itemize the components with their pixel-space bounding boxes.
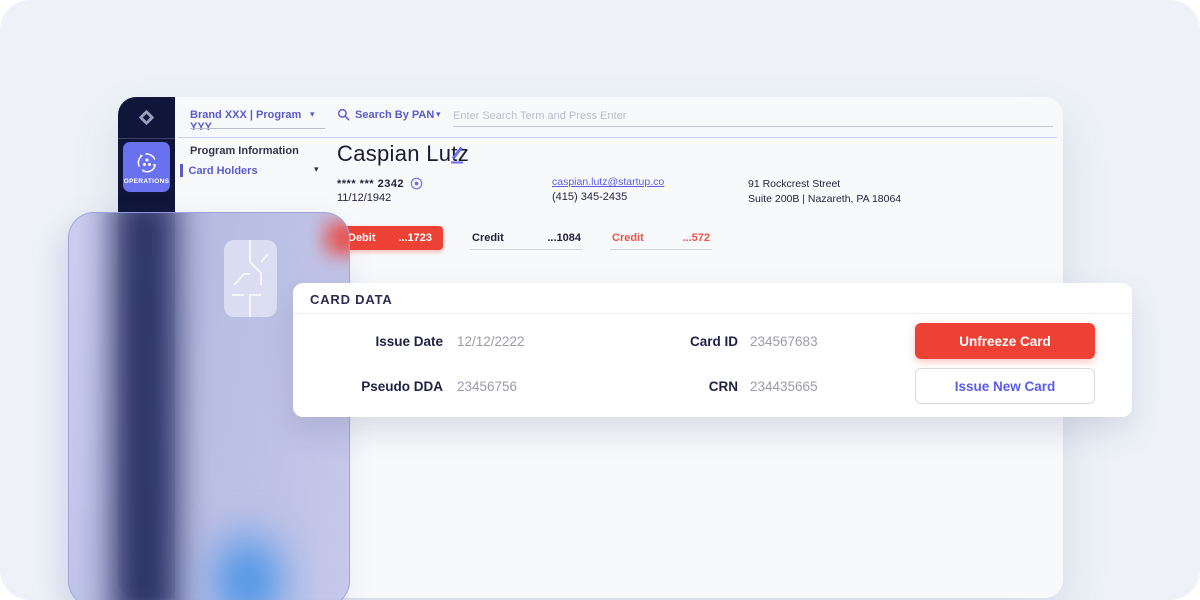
- brand-program-selector[interactable]: Brand XXX | Program YYY: [190, 109, 302, 133]
- card-chip-icon: [224, 240, 277, 317]
- customer-address-line1: 91 Rockcrest Street: [748, 178, 841, 190]
- pseudo-dda-label: Pseudo DDA: [361, 379, 443, 394]
- crn-value: 234435665: [750, 379, 818, 394]
- panel-title: CARD DATA: [310, 292, 393, 307]
- search-type-caret-icon[interactable]: ▾: [436, 109, 441, 119]
- edit-name-icon[interactable]: [448, 145, 466, 165]
- active-item-bar: [180, 164, 183, 177]
- brand-logo-icon: [138, 109, 155, 126]
- masked-pan-row: **** *** 2342: [337, 177, 423, 190]
- brand-selector-underline: [190, 128, 325, 129]
- card-data-panel: CARD DATA Issue Date 12/12/2222 Pseudo D…: [293, 283, 1132, 417]
- tab-type: Credit: [612, 231, 644, 244]
- panel-divider: [293, 313, 1132, 314]
- operations-label: OPERATIONS: [123, 177, 170, 185]
- search-type-label: Search By PAN: [355, 108, 435, 121]
- sidebar-item-card-holders[interactable]: Card Holders: [180, 164, 258, 177]
- sidebar-item-program-information[interactable]: Program Information: [190, 145, 299, 157]
- search-input[interactable]: [453, 105, 1053, 127]
- card-blur-stripe: [113, 213, 177, 600]
- tab-last4: ...1723: [398, 232, 432, 244]
- card-red-glow: [325, 221, 349, 255]
- issue-new-card-button[interactable]: Issue New Card: [915, 368, 1095, 404]
- unfreeze-card-button[interactable]: Unfreeze Card: [915, 323, 1095, 359]
- card-holders-label: Card Holders: [188, 164, 258, 177]
- brand-selector-caret-icon[interactable]: ▾: [310, 109, 315, 119]
- search-icon: [337, 108, 350, 121]
- search-type-selector[interactable]: Search By PAN: [337, 108, 434, 121]
- issue-date-value: 12/12/2222: [457, 334, 525, 349]
- card-id-value: 234567683: [750, 334, 818, 349]
- reveal-pan-eye-icon[interactable]: [410, 177, 423, 190]
- sidebar-item-operations[interactable]: OPERATIONS: [123, 142, 170, 192]
- customer-address-line2: Suite 200B | Nazareth, PA 18064: [748, 193, 902, 205]
- tab-credit-572[interactable]: Credit ...572: [610, 226, 712, 250]
- operations-cycle-icon: [137, 152, 156, 172]
- issue-date-label: Issue Date: [375, 334, 443, 349]
- topbar-divider: [178, 137, 1057, 138]
- card-holders-caret-icon[interactable]: ▾: [314, 164, 319, 174]
- customer-phone: (415) 345-2435: [552, 191, 628, 203]
- tab-debit-1723[interactable]: Debit ...1723: [337, 226, 443, 250]
- customer-email-link[interactable]: caspian.lutz@startup.co: [552, 176, 665, 188]
- crn-label: CRN: [708, 379, 738, 394]
- tab-type: Debit: [348, 232, 376, 244]
- tab-type: Credit: [472, 231, 504, 244]
- tab-credit-1084[interactable]: Credit ...1084: [470, 226, 583, 250]
- pseudo-dda-value: 23456756: [457, 379, 518, 394]
- tab-last4: ...572: [682, 231, 710, 244]
- sidebar-divider: [118, 138, 175, 139]
- tab-last4: ...1084: [547, 231, 581, 244]
- card-blue-glow: [217, 538, 279, 600]
- customer-dob: 11/12/1942: [337, 192, 392, 204]
- masked-pan: **** *** 2342: [337, 177, 405, 190]
- card-id-label: Card ID: [689, 334, 738, 349]
- customer-name: Caspian Lutz: [337, 141, 470, 166]
